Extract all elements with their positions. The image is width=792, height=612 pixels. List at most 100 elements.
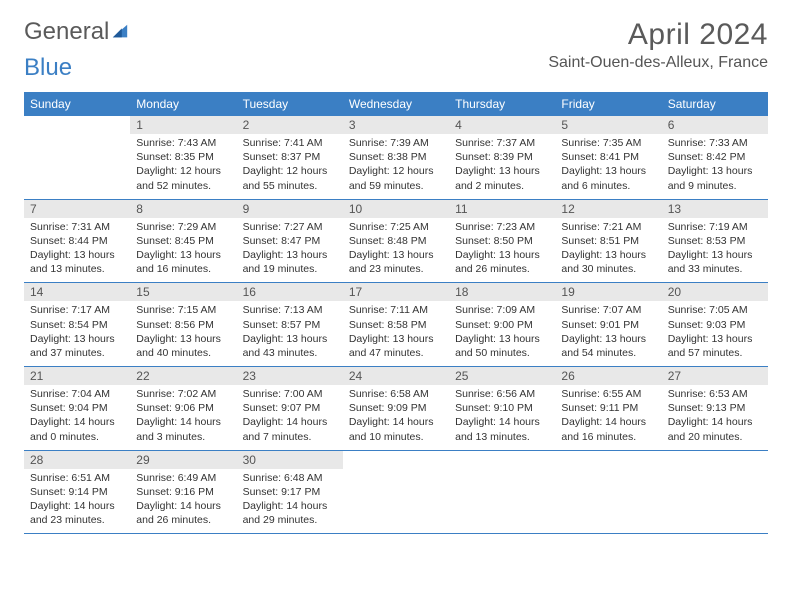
calendar-cell: 21Sunrise: 7:04 AMSunset: 9:04 PMDayligh… <box>24 367 130 451</box>
day-body: Sunrise: 6:55 AMSunset: 9:11 PMDaylight:… <box>555 385 661 450</box>
calendar-cell: 20Sunrise: 7:05 AMSunset: 9:03 PMDayligh… <box>662 283 768 367</box>
day-number: 16 <box>237 283 343 301</box>
day-number: 5 <box>555 116 661 134</box>
day-body: Sunrise: 7:05 AMSunset: 9:03 PMDaylight:… <box>662 301 768 366</box>
day-body: Sunrise: 7:29 AMSunset: 8:45 PMDaylight:… <box>130 218 236 283</box>
day-body: Sunrise: 7:09 AMSunset: 9:00 PMDaylight:… <box>449 301 555 366</box>
calendar-cell: . <box>24 116 130 199</box>
weekday-header: Saturday <box>662 92 768 116</box>
day-body: Sunrise: 7:25 AMSunset: 8:48 PMDaylight:… <box>343 218 449 283</box>
day-body: Sunrise: 7:11 AMSunset: 8:58 PMDaylight:… <box>343 301 449 366</box>
weekday-header: Wednesday <box>343 92 449 116</box>
calendar-cell: 28Sunrise: 6:51 AMSunset: 9:14 PMDayligh… <box>24 450 130 534</box>
day-body: Sunrise: 7:33 AMSunset: 8:42 PMDaylight:… <box>662 134 768 199</box>
calendar-cell: . <box>343 450 449 534</box>
calendar-cell: . <box>662 450 768 534</box>
weekday-header: Sunday <box>24 92 130 116</box>
day-body: Sunrise: 6:49 AMSunset: 9:16 PMDaylight:… <box>130 469 236 534</box>
day-number: 22 <box>130 367 236 385</box>
calendar-cell: 23Sunrise: 7:00 AMSunset: 9:07 PMDayligh… <box>237 367 343 451</box>
weekday-header: Monday <box>130 92 236 116</box>
calendar-cell: 4Sunrise: 7:37 AMSunset: 8:39 PMDaylight… <box>449 116 555 199</box>
day-number: 12 <box>555 200 661 218</box>
day-number: 13 <box>662 200 768 218</box>
day-number: 26 <box>555 367 661 385</box>
logo: General <box>24 18 129 46</box>
calendar-cell: 3Sunrise: 7:39 AMSunset: 8:38 PMDaylight… <box>343 116 449 199</box>
day-body: Sunrise: 7:43 AMSunset: 8:35 PMDaylight:… <box>130 134 236 199</box>
day-number: 24 <box>343 367 449 385</box>
calendar-cell: 15Sunrise: 7:15 AMSunset: 8:56 PMDayligh… <box>130 283 236 367</box>
day-number: 30 <box>237 451 343 469</box>
day-number: 15 <box>130 283 236 301</box>
calendar-week-row: 7Sunrise: 7:31 AMSunset: 8:44 PMDaylight… <box>24 199 768 283</box>
calendar-week-row: 28Sunrise: 6:51 AMSunset: 9:14 PMDayligh… <box>24 450 768 534</box>
day-body: Sunrise: 7:37 AMSunset: 8:39 PMDaylight:… <box>449 134 555 199</box>
day-number: 11 <box>449 200 555 218</box>
day-body: Sunrise: 7:17 AMSunset: 8:54 PMDaylight:… <box>24 301 130 366</box>
calendar-week-row: 14Sunrise: 7:17 AMSunset: 8:54 PMDayligh… <box>24 283 768 367</box>
calendar-cell: . <box>555 450 661 534</box>
logo-triangle-icon <box>111 23 129 41</box>
calendar-cell: 29Sunrise: 6:49 AMSunset: 9:16 PMDayligh… <box>130 450 236 534</box>
calendar-cell: . <box>449 450 555 534</box>
calendar-cell: 27Sunrise: 6:53 AMSunset: 9:13 PMDayligh… <box>662 367 768 451</box>
calendar-cell: 8Sunrise: 7:29 AMSunset: 8:45 PMDaylight… <box>130 199 236 283</box>
calendar-cell: 25Sunrise: 6:56 AMSunset: 9:10 PMDayligh… <box>449 367 555 451</box>
day-body: Sunrise: 7:07 AMSunset: 9:01 PMDaylight:… <box>555 301 661 366</box>
calendar-cell: 9Sunrise: 7:27 AMSunset: 8:47 PMDaylight… <box>237 199 343 283</box>
calendar-cell: 22Sunrise: 7:02 AMSunset: 9:06 PMDayligh… <box>130 367 236 451</box>
day-number: 25 <box>449 367 555 385</box>
day-body: Sunrise: 7:21 AMSunset: 8:51 PMDaylight:… <box>555 218 661 283</box>
day-body: Sunrise: 7:39 AMSunset: 8:38 PMDaylight:… <box>343 134 449 199</box>
calendar-cell: 5Sunrise: 7:35 AMSunset: 8:41 PMDaylight… <box>555 116 661 199</box>
weekday-header: Tuesday <box>237 92 343 116</box>
day-body: Sunrise: 7:41 AMSunset: 8:37 PMDaylight:… <box>237 134 343 199</box>
day-body: Sunrise: 6:48 AMSunset: 9:17 PMDaylight:… <box>237 469 343 534</box>
day-number: 29 <box>130 451 236 469</box>
day-number: 19 <box>555 283 661 301</box>
day-number: 27 <box>662 367 768 385</box>
calendar-cell: 30Sunrise: 6:48 AMSunset: 9:17 PMDayligh… <box>237 450 343 534</box>
day-body: Sunrise: 6:56 AMSunset: 9:10 PMDaylight:… <box>449 385 555 450</box>
logo-text-blue: Blue <box>24 54 768 82</box>
day-body: Sunrise: 7:35 AMSunset: 8:41 PMDaylight:… <box>555 134 661 199</box>
weekday-header: Friday <box>555 92 661 116</box>
day-number: 3 <box>343 116 449 134</box>
day-number: 9 <box>237 200 343 218</box>
calendar-week-row: 21Sunrise: 7:04 AMSunset: 9:04 PMDayligh… <box>24 367 768 451</box>
calendar-cell: 10Sunrise: 7:25 AMSunset: 8:48 PMDayligh… <box>343 199 449 283</box>
weekday-header-row: Sunday Monday Tuesday Wednesday Thursday… <box>24 92 768 116</box>
day-number: 17 <box>343 283 449 301</box>
calendar-cell: 12Sunrise: 7:21 AMSunset: 8:51 PMDayligh… <box>555 199 661 283</box>
day-body: Sunrise: 6:51 AMSunset: 9:14 PMDaylight:… <box>24 469 130 534</box>
day-body: Sunrise: 7:02 AMSunset: 9:06 PMDaylight:… <box>130 385 236 450</box>
day-number: 23 <box>237 367 343 385</box>
day-number: 8 <box>130 200 236 218</box>
calendar-cell: 24Sunrise: 6:58 AMSunset: 9:09 PMDayligh… <box>343 367 449 451</box>
day-number: 2 <box>237 116 343 134</box>
day-body: Sunrise: 7:19 AMSunset: 8:53 PMDaylight:… <box>662 218 768 283</box>
day-number: 14 <box>24 283 130 301</box>
calendar-cell: 7Sunrise: 7:31 AMSunset: 8:44 PMDaylight… <box>24 199 130 283</box>
day-body: Sunrise: 6:53 AMSunset: 9:13 PMDaylight:… <box>662 385 768 450</box>
day-number: 1 <box>130 116 236 134</box>
calendar-cell: 2Sunrise: 7:41 AMSunset: 8:37 PMDaylight… <box>237 116 343 199</box>
day-number: 6 <box>662 116 768 134</box>
day-number: 18 <box>449 283 555 301</box>
day-body: Sunrise: 7:15 AMSunset: 8:56 PMDaylight:… <box>130 301 236 366</box>
day-body: Sunrise: 6:58 AMSunset: 9:09 PMDaylight:… <box>343 385 449 450</box>
day-number: 28 <box>24 451 130 469</box>
day-number: 21 <box>24 367 130 385</box>
day-body: Sunrise: 7:04 AMSunset: 9:04 PMDaylight:… <box>24 385 130 450</box>
day-body: Sunrise: 7:31 AMSunset: 8:44 PMDaylight:… <box>24 218 130 283</box>
calendar-table: Sunday Monday Tuesday Wednesday Thursday… <box>24 92 768 534</box>
calendar-week-row: .1Sunrise: 7:43 AMSunset: 8:35 PMDayligh… <box>24 116 768 199</box>
day-body: Sunrise: 7:13 AMSunset: 8:57 PMDaylight:… <box>237 301 343 366</box>
logo-text-general: General <box>24 18 109 46</box>
day-body: Sunrise: 7:23 AMSunset: 8:50 PMDaylight:… <box>449 218 555 283</box>
calendar-cell: 1Sunrise: 7:43 AMSunset: 8:35 PMDaylight… <box>130 116 236 199</box>
calendar-cell: 13Sunrise: 7:19 AMSunset: 8:53 PMDayligh… <box>662 199 768 283</box>
calendar-cell: 17Sunrise: 7:11 AMSunset: 8:58 PMDayligh… <box>343 283 449 367</box>
calendar-body: .1Sunrise: 7:43 AMSunset: 8:35 PMDayligh… <box>24 116 768 534</box>
